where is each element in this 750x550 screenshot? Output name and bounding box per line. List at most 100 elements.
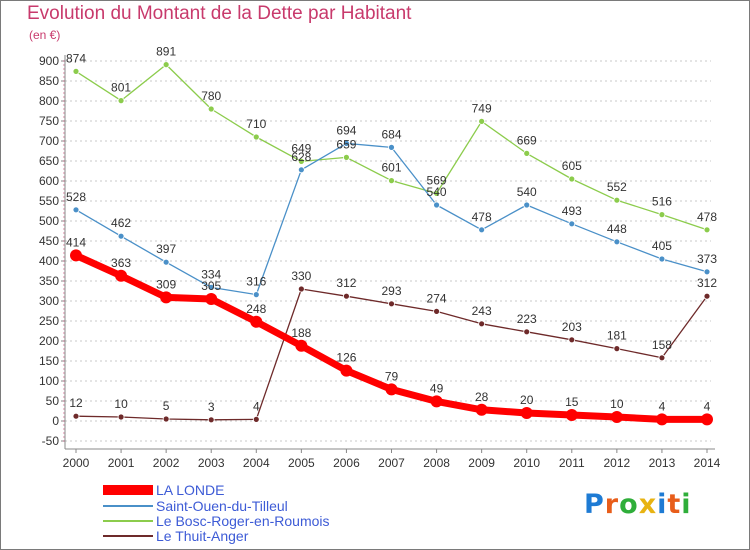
data-point [162, 258, 170, 266]
data-point [207, 416, 215, 424]
logo-letter: x [638, 489, 658, 520]
data-label: 10 [114, 397, 128, 411]
data-label: 4 [659, 399, 666, 413]
data-label: 248 [246, 302, 266, 316]
data-point [568, 175, 576, 183]
data-label: 649 [291, 141, 311, 155]
data-point [430, 395, 443, 408]
logo-letter: P [584, 489, 605, 520]
x-tick-label: 2009 [468, 456, 495, 470]
data-point [520, 407, 533, 419]
data-point [207, 283, 215, 291]
data-label: 243 [472, 304, 492, 318]
y-tick-label: -50 [42, 434, 60, 448]
data-point [252, 291, 260, 299]
data-point [72, 412, 80, 420]
data-point [655, 413, 668, 426]
data-point [658, 354, 666, 362]
data-label: 10 [610, 397, 624, 411]
data-point [343, 153, 350, 161]
x-tick-label: 2003 [198, 456, 225, 470]
data-point [252, 133, 260, 141]
data-point [613, 238, 621, 246]
data-label: 305 [201, 279, 221, 293]
data-label: 569 [427, 173, 447, 187]
data-label: 628 [291, 150, 311, 164]
y-tick-label: 800 [39, 94, 59, 108]
legend-swatch [103, 520, 153, 522]
data-label: 540 [427, 185, 447, 199]
data-label: 669 [517, 133, 537, 147]
data-point [117, 413, 125, 421]
x-tick-label: 2002 [153, 456, 180, 470]
data-point [565, 409, 578, 421]
legend-swatch [103, 535, 153, 537]
y-tick-label: 250 [39, 314, 59, 328]
data-point [658, 211, 666, 219]
y-tick-label: 550 [39, 194, 59, 208]
y-tick-label: 700 [39, 134, 59, 148]
data-label: 181 [607, 329, 627, 343]
data-point [523, 201, 531, 209]
data-point [160, 291, 173, 304]
y-tick-label: 0 [52, 414, 59, 428]
data-label: 334 [201, 267, 221, 281]
data-label: 5 [163, 399, 170, 413]
x-tick-label: 2012 [604, 456, 631, 470]
data-label: 694 [336, 123, 356, 137]
data-point [162, 61, 170, 68]
data-point [433, 189, 440, 197]
data-point [297, 157, 305, 165]
data-label: 4 [253, 399, 260, 413]
data-label: 405 [652, 239, 672, 253]
data-point [117, 232, 125, 240]
data-label: 659 [336, 137, 356, 151]
data-point [475, 403, 488, 416]
logo-letter: t [667, 489, 682, 520]
chart-title: Evolution du Montant de la Dette par Hab… [27, 3, 412, 24]
data-point [385, 383, 398, 396]
legend-label: Le Bosc-Roger-en-Roumois [156, 513, 330, 529]
data-label: 312 [336, 276, 356, 290]
data-label: 601 [381, 161, 401, 175]
logo-letter: i [657, 489, 668, 520]
data-point [388, 177, 395, 185]
data-label: 49 [430, 381, 444, 395]
series [70, 61, 713, 426]
x-tick-label: 2013 [649, 456, 676, 470]
data-label: 801 [111, 81, 131, 95]
y-tick-label: 200 [39, 334, 59, 348]
x-tick-label: 2008 [423, 456, 450, 470]
data-point [252, 415, 260, 423]
data-label: 274 [427, 291, 447, 305]
legend-item: Le Bosc-Roger-en-Roumois [103, 513, 330, 529]
data-label: 478 [472, 210, 492, 224]
data-label: 516 [652, 195, 672, 209]
data-point [207, 105, 215, 113]
legend-label: Le Thuit-Anger [156, 528, 249, 544]
data-label: 605 [562, 159, 582, 173]
data-point [162, 415, 170, 423]
data-point [72, 68, 80, 75]
x-tick-label: 2014 [694, 456, 721, 470]
data-point [658, 255, 666, 263]
data-point [523, 328, 531, 336]
legend-item: Le Thuit-Anger [103, 528, 248, 544]
data-point [523, 149, 531, 157]
data-label: 363 [111, 256, 131, 270]
data-point [343, 139, 350, 147]
data-point [433, 307, 440, 315]
legend-swatch [103, 485, 153, 495]
data-point [610, 411, 623, 423]
data-label: 478 [697, 210, 717, 224]
data-label: 28 [475, 390, 489, 404]
data-label: 188 [291, 326, 311, 340]
legend-label: Saint-Ouen-du-Tilleul [156, 498, 288, 514]
y-tick-label: 650 [39, 154, 59, 168]
legend-swatch [103, 505, 153, 507]
x-tick-label: 2011 [559, 456, 585, 470]
data-point [250, 315, 263, 328]
y-tick-label: 750 [39, 114, 59, 128]
